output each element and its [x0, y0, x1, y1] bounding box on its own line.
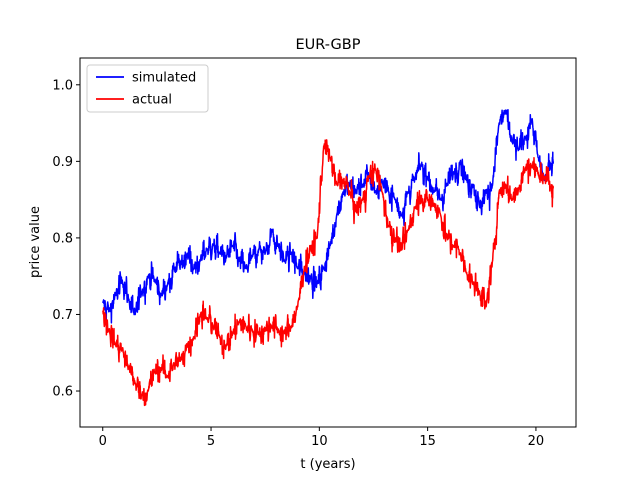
y-axis-title: price value: [28, 206, 43, 278]
x-tick-label: 0: [99, 434, 107, 449]
series-line-simulated: [102, 109, 555, 324]
y-tick-label: 0.8: [52, 231, 73, 246]
axes: 0 5 10 15 20 0.6 0.7 0.8 0.9 1.0: [52, 57, 577, 449]
chart-title: EUR-GBP: [296, 37, 361, 53]
x-tick-label: 10: [311, 434, 328, 449]
axes-frame: [79, 57, 577, 428]
y-tick-label: 0.6: [52, 385, 73, 400]
x-axis-title: t (years): [300, 457, 355, 472]
legend: simulated actual: [86, 64, 209, 113]
y-tick-label: 0.9: [52, 155, 73, 170]
plot-area: [101, 109, 555, 407]
series-line-actual: [101, 139, 555, 407]
legend-label-simulated: simulated: [132, 71, 196, 86]
legend-label-actual: actual: [132, 93, 172, 108]
x-tick-label: 20: [528, 434, 545, 449]
x-tick-label: 15: [419, 434, 436, 449]
y-tick-label: 0.7: [52, 308, 73, 323]
x-tick-label: 5: [207, 434, 215, 449]
y-tick-label: 1.0: [52, 78, 73, 93]
